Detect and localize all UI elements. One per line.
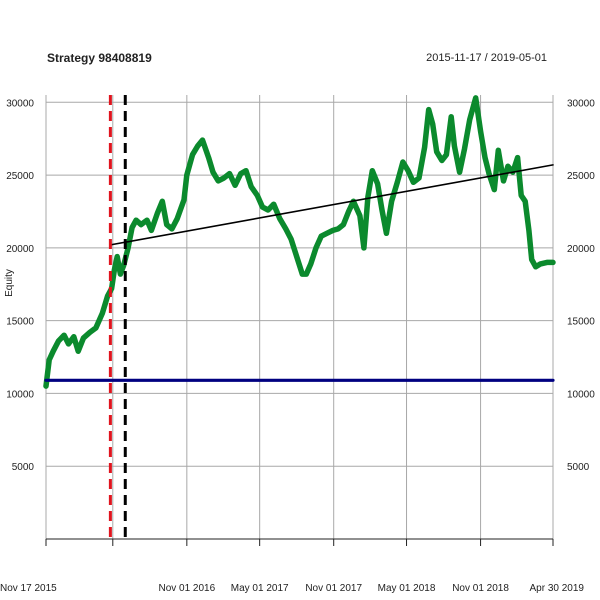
y-tick-label-right: 20000 — [567, 244, 595, 255]
x-tick-label: Nov 17 2015 — [0, 583, 57, 594]
y-tick-label-left: 25000 — [6, 171, 34, 182]
x-tick-label: May 01 2018 — [378, 583, 436, 594]
chart-marks — [43, 95, 556, 539]
x-tick-label: Nov 01 2017 — [305, 583, 362, 594]
axes: 5000 5000 10000 10000 15000 15000 20000 20000 25… — [0, 98, 595, 594]
y-tick-label-right: 10000 — [567, 389, 595, 400]
y-tick-label-right: 30000 — [567, 98, 595, 109]
y-tick-label-left: 15000 — [6, 317, 34, 328]
y-tick-label-left: 10000 — [6, 389, 34, 400]
x-tick-label: May 01 2017 — [231, 583, 289, 594]
y-axis-label: Equity — [4, 269, 15, 297]
grid — [45, 95, 554, 539]
x-tick-label: Apr 30 2019 — [530, 583, 585, 594]
y-tick-label-left: 5000 — [12, 462, 35, 473]
x-tick-label: Nov 01 2016 — [158, 583, 215, 594]
y-tick-label-right: 25000 — [567, 171, 595, 182]
y-tick-label-left: 30000 — [6, 98, 34, 109]
trend-line — [109, 164, 554, 246]
date-range-label: 2015-11-17 / 2019-05-01 — [426, 52, 547, 64]
chart-title: Strategy 98408819 — [47, 51, 152, 65]
x-tick-label: Nov 01 2018 — [452, 583, 509, 594]
y-tick-label-left: 20000 — [6, 244, 34, 255]
y-tick-label-right: 15000 — [567, 317, 595, 328]
y-tick-label-right: 5000 — [567, 462, 590, 473]
